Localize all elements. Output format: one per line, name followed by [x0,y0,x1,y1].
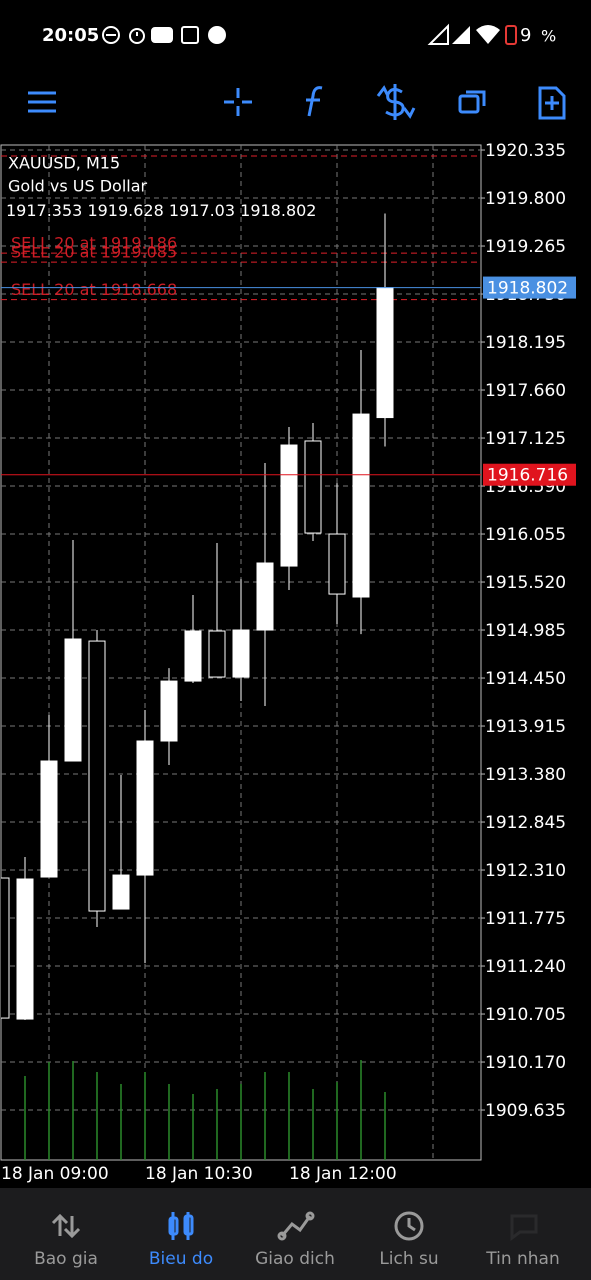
y-tick-label: 1914.985 [485,621,566,641]
y-tick-label: 1917.125 [485,429,566,449]
status-time: 20:05 [42,25,99,46]
status-icons [102,26,226,44]
windows-button[interactable] [458,90,486,114]
y-tick-label: 1910.705 [485,1005,566,1025]
y-tick-label: 1913.915 [485,717,566,737]
y-tick-label: 1915.520 [485,573,566,593]
candle-body [112,874,130,910]
y-tick-label: 1913.380 [485,765,566,785]
indicators-button[interactable] [306,86,323,117]
ohlc-open: 1917.353 [6,201,82,220]
candle-body [280,444,298,567]
nav-label[interactable]: Bieu do [149,1249,213,1269]
candle-body [88,640,106,912]
nav-labels: Bao gia Bieu do Giao dich Lich su Tin nhan [34,1249,560,1269]
ask-label-box [483,463,576,486]
order-label: SELL 20 at 1919.186 [11,234,177,253]
ohlc-low: 1917.03 [169,201,235,220]
y-tick-label: 1911.240 [485,957,566,977]
x-tick-label: 18 Jan 10:30 [145,1164,253,1184]
y-tick-label: 1911.775 [485,909,566,929]
bid-label-box [483,276,576,299]
ohlc-close: 1918.802 [240,201,316,220]
nav-label[interactable]: Lich su [379,1249,438,1269]
nav-label[interactable]: Giao dich [255,1249,335,1269]
candle-body [160,680,178,742]
y-tick-label: 1909.635 [485,1101,566,1121]
grid [1,149,481,1111]
candle-body [376,287,394,419]
bid-label: 1918.802 [487,279,568,299]
battery-level: 9 [520,25,531,46]
y-tick-label: 1919.800 [485,189,566,209]
order-label: SELL 20 at 1919.085 [11,243,177,262]
candle-body [184,630,202,682]
y-tick-label: 1920.335 [485,141,566,161]
y-tick-label: 1912.845 [485,813,566,833]
y-tick-label: 1918.195 [485,333,566,353]
x-tick-label: 18 Jan 12:00 [289,1164,397,1184]
trade-button[interactable] [376,84,416,120]
y-tick-label: 1910.170 [485,1053,566,1073]
x-tick-label: 18 Jan 09:00 [1,1164,109,1184]
y-tick-label: 1912.310 [485,861,566,881]
menu-button[interactable] [28,91,56,113]
candle-body [40,760,58,878]
candle-body [1,877,10,1019]
y-tick-label: 1914.450 [485,669,566,689]
ask-label: 1916.716 [487,466,568,486]
crosshair-button[interactable] [224,88,252,116]
candle-body [232,629,250,678]
toolbar [28,84,566,120]
bottom-nav [0,1188,591,1280]
ohlc-high: 1919.628 [87,201,163,220]
candle-body [328,533,346,595]
candle-body [352,413,370,598]
nav-label[interactable]: Tin nhan [485,1249,560,1269]
nav-label[interactable]: Bao gia [34,1249,98,1269]
battery-unit: % [541,27,556,46]
candle-body [16,878,34,1020]
status-right-icons [427,23,517,45]
y-tick-label: 1919.265 [485,237,566,257]
order-label: SELL 20 at 1918.668 [11,280,177,299]
candle-body [304,440,322,534]
new-order-button[interactable] [538,86,566,120]
candle-body [256,562,274,631]
y-tick-label: 1916.055 [485,525,566,545]
nav-icons [51,1211,538,1241]
symbol-description: Gold vs US Dollar [8,177,148,196]
symbol: XAUUSD, M15 [8,154,120,173]
ohlc-info: 1917.353 1919.628 1917.03 1918.802 [6,201,316,220]
candle-body [208,630,226,678]
candle-body [64,638,82,762]
y-tick-label: 1917.660 [485,381,566,401]
price-axis: 1920.3351919.8001919.2651918.7301918.195… [1,141,576,1184]
candle-body [136,740,154,876]
